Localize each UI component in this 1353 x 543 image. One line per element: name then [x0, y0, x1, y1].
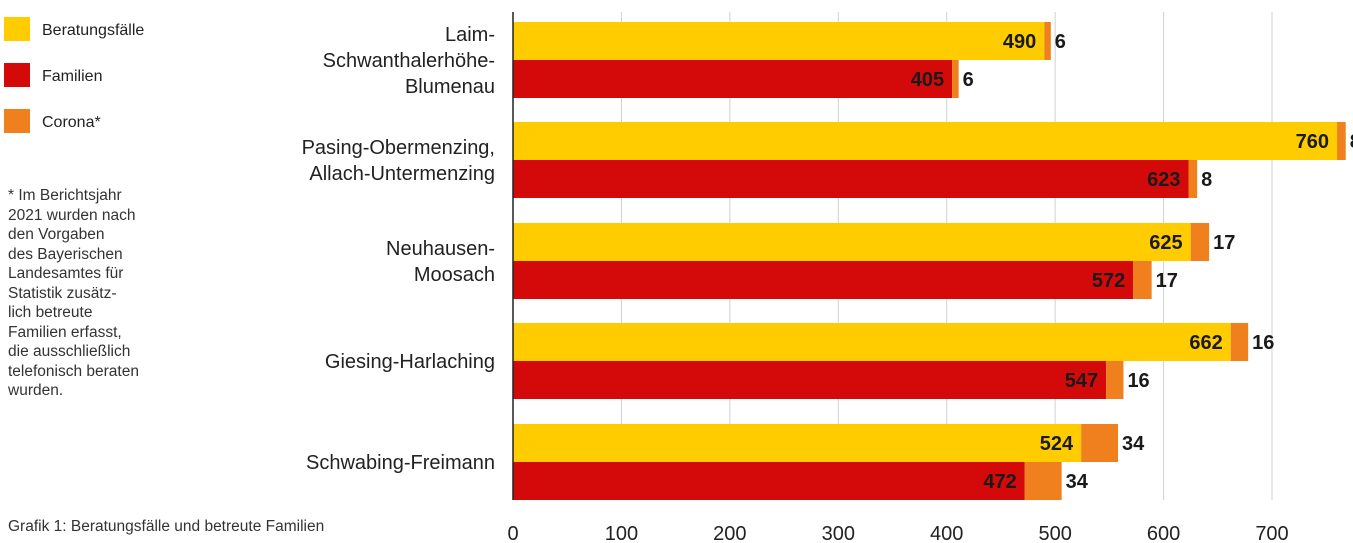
data-label-corona: 34	[1066, 471, 1089, 493]
data-label-corona: 8	[1350, 131, 1353, 153]
footnote-line: lich betreute	[8, 304, 93, 321]
bar-beratung	[513, 122, 1338, 160]
category-label: Laim-	[445, 24, 495, 46]
footnote-line: wurden.	[8, 382, 64, 399]
bar-corona-segment	[1044, 22, 1051, 60]
data-label-corona: 17	[1213, 232, 1235, 254]
x-axis-ticks: 0 100 200 300 400 500 600 700	[507, 523, 1288, 543]
category-label: Moosach	[414, 264, 495, 286]
data-label-beratung: 490	[1003, 31, 1036, 53]
footnote-line: den Vorgaben	[8, 226, 105, 243]
bar-corona-segment	[1230, 323, 1249, 361]
data-label-beratung: 662	[1189, 332, 1222, 354]
chart-caption: Grafik 1: Beratungsfälle und betreute Fa…	[8, 518, 325, 535]
legend-swatch-familien	[4, 63, 30, 87]
bar-corona-segment	[1081, 424, 1119, 462]
footnote-line: des Bayerischen	[8, 245, 123, 263]
bar-familien	[513, 261, 1134, 299]
legend-label-familien: Familien	[42, 68, 102, 85]
bar-corona-segment	[952, 60, 959, 98]
bar-beratung	[513, 323, 1231, 361]
category-labels: Laim- Schwanthalerhöhe- Blumenau Pasing-Obe…	[302, 24, 495, 474]
bar-familien	[513, 462, 1025, 500]
data-label-corona: 17	[1156, 270, 1178, 292]
category-label: Giesing-Harlaching	[325, 351, 495, 373]
footnote: * Im Berichtsjahr 2021 wurden nach den Vor…	[8, 186, 198, 401]
category-label: Blumenau	[405, 76, 495, 98]
data-label-corona: 6	[1055, 31, 1066, 53]
legend-swatch-beratungsfaelle	[4, 17, 30, 41]
bar-corona-segment	[1106, 361, 1124, 399]
data-label-beratung: 760	[1296, 131, 1329, 153]
bar-corona-segment	[1024, 462, 1062, 500]
bar-corona-segment	[1188, 160, 1198, 198]
x-tick-label: 400	[930, 523, 963, 543]
footnote-line: 2021 wurden nach	[8, 206, 136, 224]
x-tick-label: 300	[822, 523, 855, 543]
bar-beratung	[513, 424, 1082, 462]
data-label-corona: 34	[1122, 433, 1145, 455]
footnote-line: Landesamtes für	[8, 265, 124, 282]
data-label-beratung: 625	[1149, 232, 1182, 254]
category-label: Allach-Untermenzing	[309, 163, 495, 185]
x-tick-label: 0	[507, 523, 518, 543]
data-label-familien: 472	[983, 471, 1016, 493]
legend: Beratungsfälle Familien Corona*	[4, 17, 144, 133]
footnote-line: die ausschließlich	[8, 343, 131, 360]
legend-label-beratungsfaelle: Beratungsfälle	[42, 22, 144, 39]
data-label-beratung: 524	[1040, 433, 1074, 455]
footnote-line: telefonisch beraten	[8, 362, 139, 380]
bar-corona-segment	[1190, 223, 1210, 261]
category-label: Schwanthalerhöhe-	[323, 50, 495, 72]
bar-beratung	[513, 22, 1045, 60]
bars	[513, 22, 1346, 500]
footnote-line: Familien erfasst,	[8, 323, 122, 341]
legend-label-corona: Corona*	[42, 114, 101, 131]
data-label-familien: 572	[1092, 270, 1125, 292]
data-label-familien: 405	[911, 69, 944, 91]
bar-corona-segment	[1133, 261, 1152, 299]
legend-swatch-corona	[4, 109, 30, 133]
x-tick-label: 500	[1038, 523, 1071, 543]
data-label-corona: 6	[963, 69, 974, 91]
data-label-corona: 16	[1127, 370, 1149, 392]
bar-familien	[513, 160, 1189, 198]
bar-familien	[513, 60, 953, 98]
x-tick-label: 200	[713, 523, 746, 543]
data-label-familien: 547	[1065, 370, 1098, 392]
data-label-corona: 16	[1252, 332, 1274, 354]
data-label-corona: 8	[1201, 169, 1212, 191]
category-label: Pasing-Obermenzing,	[302, 137, 495, 159]
category-label: Schwabing-Freimann	[306, 452, 495, 474]
x-tick-label: 100	[605, 523, 638, 543]
bar-corona-segment	[1337, 122, 1346, 160]
value-labels: 490 6 405 6 760 8 623 8 625 17 572 17 662 16 547 16 524 3…	[911, 31, 1353, 493]
footnote-line: Statistik zusätz-	[8, 284, 117, 302]
bar-beratung	[513, 223, 1191, 261]
bar-familien	[513, 361, 1107, 399]
x-tick-label: 600	[1147, 523, 1180, 543]
category-label: Neuhausen-	[386, 238, 495, 260]
data-label-familien: 623	[1147, 169, 1180, 191]
footnote-line: * Im Berichtsjahr	[8, 187, 122, 204]
x-tick-label: 700	[1255, 523, 1288, 543]
